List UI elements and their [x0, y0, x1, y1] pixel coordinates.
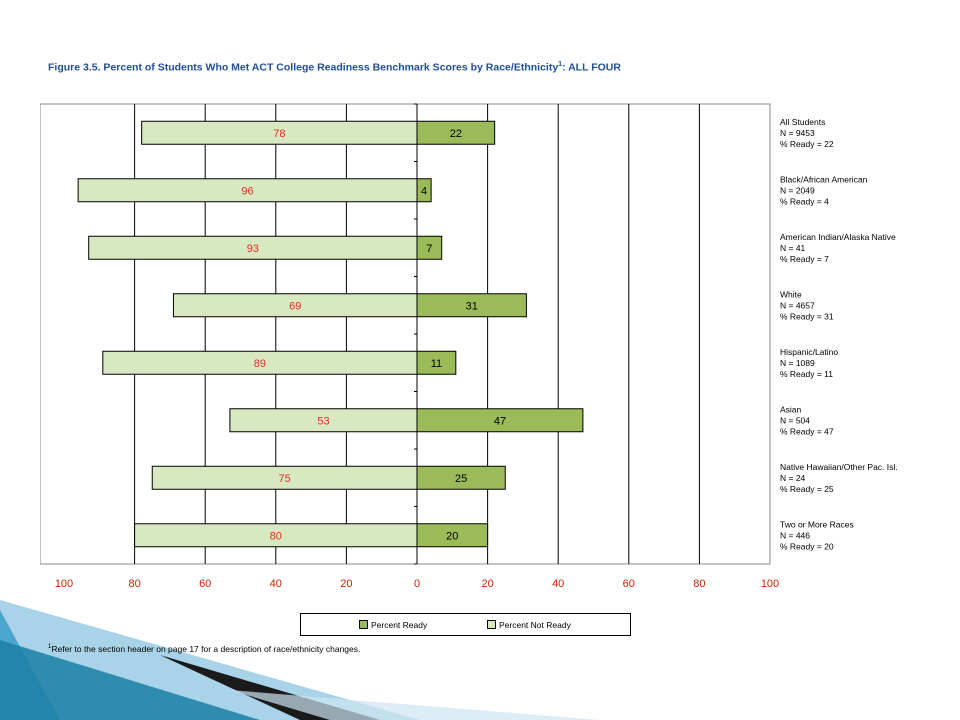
- legend-item-ready: Percent Ready: [359, 620, 427, 630]
- category-label: All Students: [780, 117, 825, 127]
- bar-not-ready-label: 93: [247, 243, 259, 255]
- x-tick-label: 100: [761, 578, 779, 590]
- category-label: Black/African American: [780, 174, 868, 184]
- category-ready-label: % Ready = 7: [780, 254, 829, 264]
- bar-ready: [416, 235, 443, 260]
- category-ready-label: % Ready = 25: [780, 484, 834, 494]
- bar-ready-label: 20: [446, 530, 458, 542]
- slide-decoration-wedge-highlight: [230, 690, 600, 720]
- category-ready-label: % Ready = 11: [780, 369, 833, 379]
- bar-ready: [416, 178, 432, 203]
- x-tick-label: 20: [481, 578, 493, 590]
- bar-ready-label: 47: [494, 415, 506, 427]
- bar-ready: [416, 408, 584, 433]
- x-tick-label: 40: [552, 578, 564, 590]
- footnote: 1Refer to the section header on page 17 …: [48, 644, 360, 654]
- bar-ready: [416, 523, 489, 548]
- bar-ready: [416, 293, 527, 318]
- x-tick-label: 60: [623, 578, 635, 590]
- x-tick-label: 60: [199, 578, 211, 590]
- bar-ready-label: 11: [431, 358, 442, 370]
- category-n-label: N = 4657: [780, 300, 815, 310]
- figure-title-text: Figure 3.5. Percent of Students Who Met …: [48, 61, 559, 74]
- category-n-label: N = 446: [780, 530, 810, 540]
- category-n-label: N = 24: [780, 473, 806, 483]
- bar-ready: [416, 465, 506, 490]
- x-tick-label: 0: [414, 578, 420, 590]
- legend-swatch-ready: [359, 620, 368, 629]
- category-ready-label: % Ready = 20: [780, 541, 834, 551]
- bar-not-ready-label: 80: [270, 530, 282, 542]
- category-n-label: N = 41: [780, 243, 806, 253]
- x-tick-label: 20: [340, 578, 352, 590]
- bar-ready-label: 4: [421, 185, 427, 197]
- footnote-marker: 1: [48, 644, 52, 651]
- footnote-text: Refer to the section header on page 17 f…: [51, 644, 361, 654]
- category-n-label: N = 2049: [780, 185, 815, 195]
- legend-label-not-ready: Percent Not Ready: [499, 620, 571, 630]
- category-label: American Indian/Alaska Native: [780, 232, 896, 242]
- bar-not-ready-label: 96: [241, 185, 253, 197]
- bar-not-ready-label: 69: [289, 300, 301, 312]
- figure-title-suffix: : ALL FOUR: [562, 61, 621, 74]
- legend-label-ready: Percent Ready: [371, 620, 428, 630]
- x-tick-label: 100: [55, 578, 73, 590]
- category-ready-label: % Ready = 31: [780, 311, 834, 321]
- category-ready-label: % Ready = 22: [780, 139, 834, 149]
- bar-ready-label: 25: [455, 473, 467, 485]
- category-n-label: N = 1089: [780, 358, 815, 368]
- legend-swatch-not-ready: [487, 620, 496, 629]
- bar-not-ready-label: 78: [273, 128, 285, 140]
- category-label: Native Hawaiian/Other Pac. Isl.: [780, 462, 898, 472]
- category-ready-label: % Ready = 4: [780, 196, 829, 206]
- bar-ready-label: 7: [426, 243, 432, 255]
- x-tick-label: 80: [128, 578, 140, 590]
- bar-not-ready-label: 53: [317, 415, 329, 427]
- category-label: Two or More Races: [780, 519, 854, 529]
- slide-decoration-teal-band: [0, 640, 260, 720]
- category-label: Hispanic/Latino: [780, 347, 838, 357]
- category-label: Asian: [780, 404, 802, 414]
- chart-frame: [40, 103, 771, 565]
- bar-ready: [416, 350, 457, 375]
- category-label: White: [780, 289, 802, 299]
- legend-item-not-ready: Percent Not Ready: [487, 620, 571, 630]
- category-n-label: N = 504: [780, 415, 810, 425]
- bar-ready: [416, 120, 496, 145]
- x-tick-label: 80: [693, 578, 705, 590]
- chart-legend: Percent Ready Percent Not Ready: [300, 613, 631, 636]
- bar-ready-label: 22: [450, 128, 462, 140]
- figure-title-footnote-marker: 1: [558, 61, 563, 68]
- bar-not-ready-label: 89: [254, 358, 266, 370]
- category-n-label: N = 9453: [780, 128, 815, 138]
- bar-ready-label: 31: [466, 300, 478, 312]
- figure-title: Figure 3.5. Percent of Students Who Met …: [48, 61, 621, 74]
- x-tick-label: 40: [270, 578, 282, 590]
- bar-not-ready-label: 75: [279, 473, 291, 485]
- category-ready-label: % Ready = 47: [780, 426, 834, 436]
